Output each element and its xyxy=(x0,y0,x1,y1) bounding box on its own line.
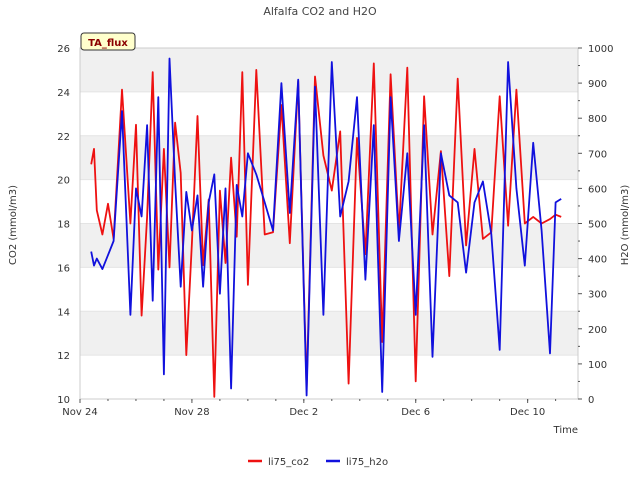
y-tick-label-right: 1000 xyxy=(588,44,613,55)
y-tick-label-right: 900 xyxy=(588,79,607,90)
series-lines xyxy=(90,57,562,398)
y-tick-label-right: 200 xyxy=(588,325,607,336)
grid-band xyxy=(80,311,578,356)
y-axis-label-right: H2O (mmol/m3) xyxy=(620,185,631,266)
y-tick-label-right: 400 xyxy=(588,255,607,266)
x-tick-label: Dec 6 xyxy=(401,407,430,418)
x-axis-ticks: Nov 24 Nov 28 Dec 2 Dec 6 Dec 10 xyxy=(62,399,557,418)
y-tick-label-right: 600 xyxy=(588,184,607,195)
y-tick-label-right: 800 xyxy=(588,114,607,125)
x-axis-label: Time xyxy=(553,425,578,436)
right-axis-ticks: 0 100 200 300 400 500 600 700 800 900 1000 xyxy=(578,44,613,406)
x-tick-label: Nov 28 xyxy=(174,407,209,418)
grid-band xyxy=(80,223,578,268)
y-tick-label-left: 16 xyxy=(57,263,70,274)
y-tick-label-right: 0 xyxy=(588,395,594,406)
x-tick-label: Nov 24 xyxy=(62,407,97,418)
y-tick-label-right: 700 xyxy=(588,149,607,160)
y-tick-label-left: 18 xyxy=(57,220,70,231)
annotation-text: TA_flux xyxy=(88,38,128,49)
y-tick-label-left: 20 xyxy=(57,176,70,187)
y-tick-label-left: 10 xyxy=(57,395,70,406)
y-tick-label-left: 22 xyxy=(57,132,70,143)
legend: li75_co2 li75_h2o xyxy=(248,457,388,468)
left-axis-ticks: 10 12 14 16 18 20 22 24 26 xyxy=(57,44,70,406)
y-tick-label-left: 24 xyxy=(57,88,70,99)
y-tick-label-right: 100 xyxy=(588,360,607,371)
legend-label-co2: li75_co2 xyxy=(268,457,309,468)
series-line-li75-co2 xyxy=(90,62,562,398)
y-tick-label-left: 26 xyxy=(57,44,70,55)
y-tick-label-right: 500 xyxy=(588,220,607,231)
series-line-li75-h2o xyxy=(90,57,562,397)
grid-band xyxy=(80,48,578,92)
y-axis-label-left: CO2 (mmol/m3) xyxy=(8,185,19,265)
y-tick-label-right: 300 xyxy=(588,290,607,301)
x-tick-label: Dec 2 xyxy=(289,407,318,418)
chart-title: Alfalfa CO2 and H2O xyxy=(263,5,377,18)
annotation-box: TA_flux xyxy=(80,32,136,51)
y-tick-label-left: 12 xyxy=(57,351,70,362)
legend-label-h2o: li75_h2o xyxy=(346,457,388,468)
x-tick-label: Dec 10 xyxy=(510,407,545,418)
y-tick-label-left: 14 xyxy=(57,307,70,318)
annotation-bg xyxy=(80,32,136,51)
